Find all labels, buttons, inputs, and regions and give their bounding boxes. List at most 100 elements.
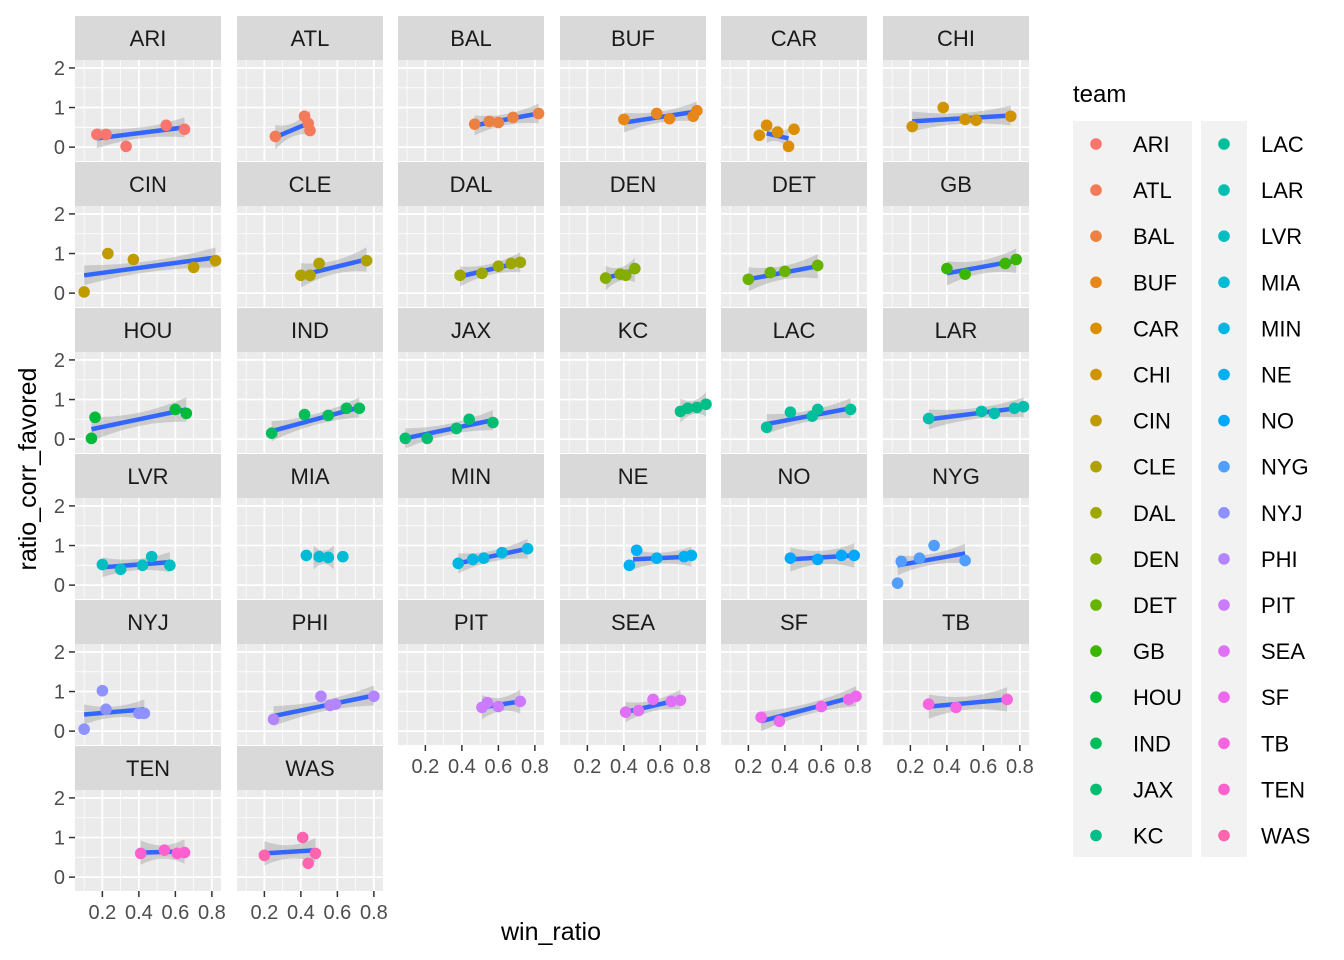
data-point [632, 704, 645, 717]
legend-item-cin: CIN [1090, 409, 1171, 434]
data-point [773, 715, 786, 728]
legend-label: DET [1133, 593, 1177, 618]
data-point [127, 253, 140, 266]
legend-label: SF [1261, 685, 1289, 710]
legend-key [1090, 599, 1102, 611]
data-point [650, 552, 663, 565]
data-point [674, 694, 687, 707]
legend-item-dal: DAL [1090, 501, 1176, 526]
legend-title: team [1073, 81, 1126, 108]
legend-key [1090, 414, 1102, 427]
facet-strip [398, 162, 544, 206]
legend-key [1090, 553, 1102, 565]
legend-item-lac: LAC [1218, 132, 1304, 157]
legend-key [1090, 460, 1102, 473]
panel-background [75, 498, 221, 599]
facet-panels: ARI 0 1 2 ATL BAL BUF CAR CHI CIN 0 1 2 CLE DAL DEN DET G… [54, 16, 1034, 924]
data-point [178, 846, 191, 859]
facet-panel-phi: PHI [237, 600, 383, 745]
data-point [452, 557, 465, 570]
legend-label: BUF [1133, 270, 1177, 295]
legend-key-bg [1201, 121, 1247, 857]
facet-strip [398, 600, 544, 644]
data-point [483, 115, 496, 128]
facet-strip [237, 454, 383, 498]
data-point [160, 119, 173, 132]
trend-line [102, 559, 171, 570]
trend-line [928, 405, 1024, 422]
facet-strip-label: NO [778, 464, 811, 489]
facet-panel-mia: MIA [237, 454, 383, 599]
panel-background [237, 352, 383, 453]
panel-background [721, 498, 867, 599]
data-point [959, 268, 971, 280]
facet-strip-label: ARI [130, 26, 167, 51]
legend-label: TEN [1261, 777, 1305, 802]
data-point [784, 552, 797, 565]
x-tick-label: 0.8 [521, 756, 549, 778]
trend-line [273, 693, 375, 719]
legend-key [1218, 138, 1230, 150]
trend-line [897, 551, 966, 568]
data-point [145, 550, 158, 563]
panel-background [75, 206, 221, 307]
data-point [505, 257, 517, 270]
facet-strip [560, 162, 706, 206]
facet-panel-min: MIN [398, 454, 544, 599]
data-point [937, 101, 950, 114]
data-point [850, 690, 862, 703]
facet-strip-label: CLE [289, 172, 332, 197]
y-tick-label: 1 [54, 98, 65, 120]
y-tick-label: 2 [54, 58, 65, 80]
legend-key [1218, 276, 1230, 289]
trend-line [928, 697, 1008, 709]
legend-key [1090, 691, 1102, 703]
facet-strip [75, 454, 221, 498]
data-point [755, 711, 767, 724]
y-tick-label: 2 [54, 350, 65, 372]
facet-panel-nyj: NYJ 0 1 2 [54, 600, 221, 745]
data-point [999, 257, 1012, 270]
legend-key [1090, 230, 1102, 242]
legend-item-lar: LAR [1218, 178, 1304, 203]
facet-strip-label: JAX [451, 318, 492, 343]
x-tick-label: 0.8 [844, 756, 872, 778]
legend-item-buf: BUF [1090, 270, 1177, 295]
data-point [970, 114, 982, 127]
data-point [619, 706, 632, 718]
facet-strip-label: CIN [129, 172, 167, 197]
data-point [467, 553, 479, 566]
data-point [784, 406, 797, 419]
facet-strip [560, 454, 706, 498]
facet-strip-label: IND [291, 318, 329, 343]
facet-strip-label: SEA [611, 610, 655, 635]
x-tick-label: 0.6 [484, 756, 512, 778]
data-point [309, 847, 322, 860]
data-point [463, 413, 475, 426]
data-point [298, 408, 311, 421]
panel-background [398, 60, 544, 161]
data-point [85, 432, 98, 445]
data-point [988, 407, 1001, 420]
data-point [788, 123, 800, 136]
data-point [96, 684, 109, 697]
facet-strip [560, 16, 706, 60]
y-tick-label: 0 [54, 137, 65, 159]
legend-item-tb: TB [1218, 731, 1289, 756]
legend-key [1090, 368, 1102, 381]
x-tick-label: 0.8 [198, 902, 226, 924]
legend-key [1090, 829, 1102, 842]
facet-strip [237, 162, 383, 206]
data-point [959, 554, 971, 567]
legend-label: WAS [1261, 824, 1310, 849]
x-tick-label: 0.2 [250, 902, 278, 924]
facet-strip-label: HOU [124, 318, 173, 343]
legend-label: PHI [1261, 547, 1298, 572]
data-point [691, 401, 703, 414]
legend-item-bal: BAL [1090, 224, 1175, 249]
data-point [134, 847, 147, 860]
data-point [180, 407, 193, 420]
facet-panel-buf: BUF [560, 16, 706, 161]
y-tick-label: 0 [54, 721, 65, 743]
data-point [848, 549, 861, 562]
